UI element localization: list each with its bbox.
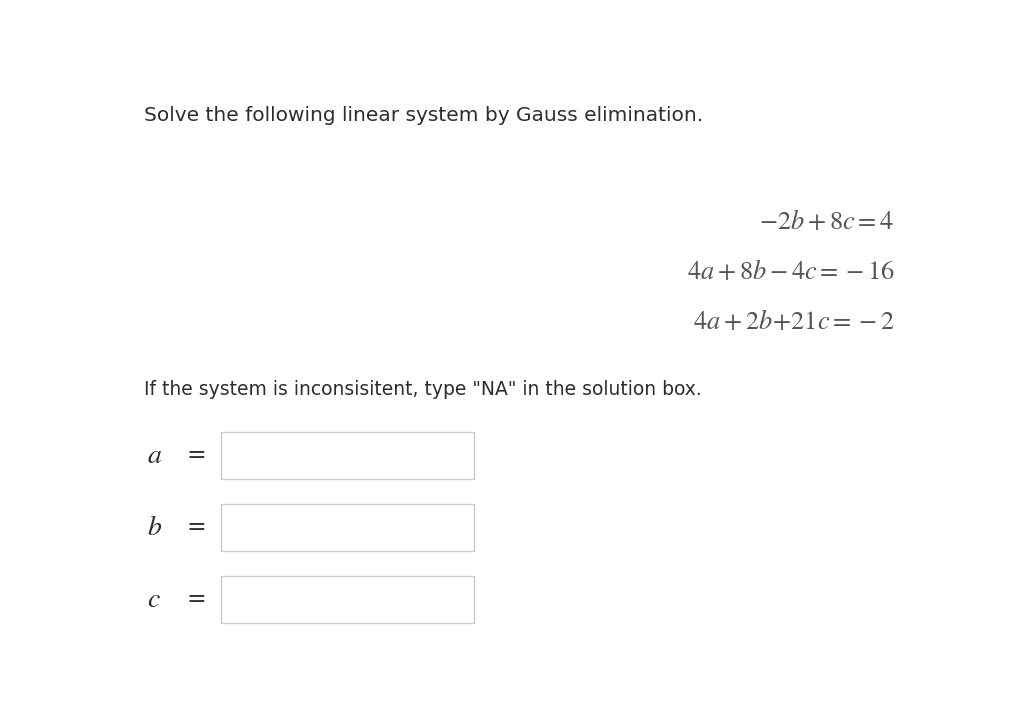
- Text: =: =: [187, 588, 207, 611]
- Text: =: =: [187, 515, 207, 539]
- FancyBboxPatch shape: [221, 431, 474, 479]
- FancyBboxPatch shape: [221, 503, 474, 551]
- Text: Solve the following linear system by Gauss elimination.: Solve the following linear system by Gau…: [144, 106, 703, 125]
- Text: $4a + 8b - 4c = -16$: $4a + 8b - 4c = -16$: [687, 259, 894, 285]
- FancyBboxPatch shape: [221, 576, 474, 623]
- Text: $4a + 2b\!+\!21c = -2$: $4a + 2b\!+\!21c = -2$: [693, 309, 894, 335]
- Text: =: =: [187, 443, 207, 467]
- Text: $c$: $c$: [147, 585, 160, 613]
- Text: $b$: $b$: [147, 513, 162, 541]
- Text: If the system is inconsisitent, type "NA" in the solution box.: If the system is inconsisitent, type "NA…: [144, 380, 701, 399]
- Text: $-2b + 8c = 4$: $-2b + 8c = 4$: [759, 210, 894, 235]
- Text: $a$: $a$: [147, 441, 162, 469]
